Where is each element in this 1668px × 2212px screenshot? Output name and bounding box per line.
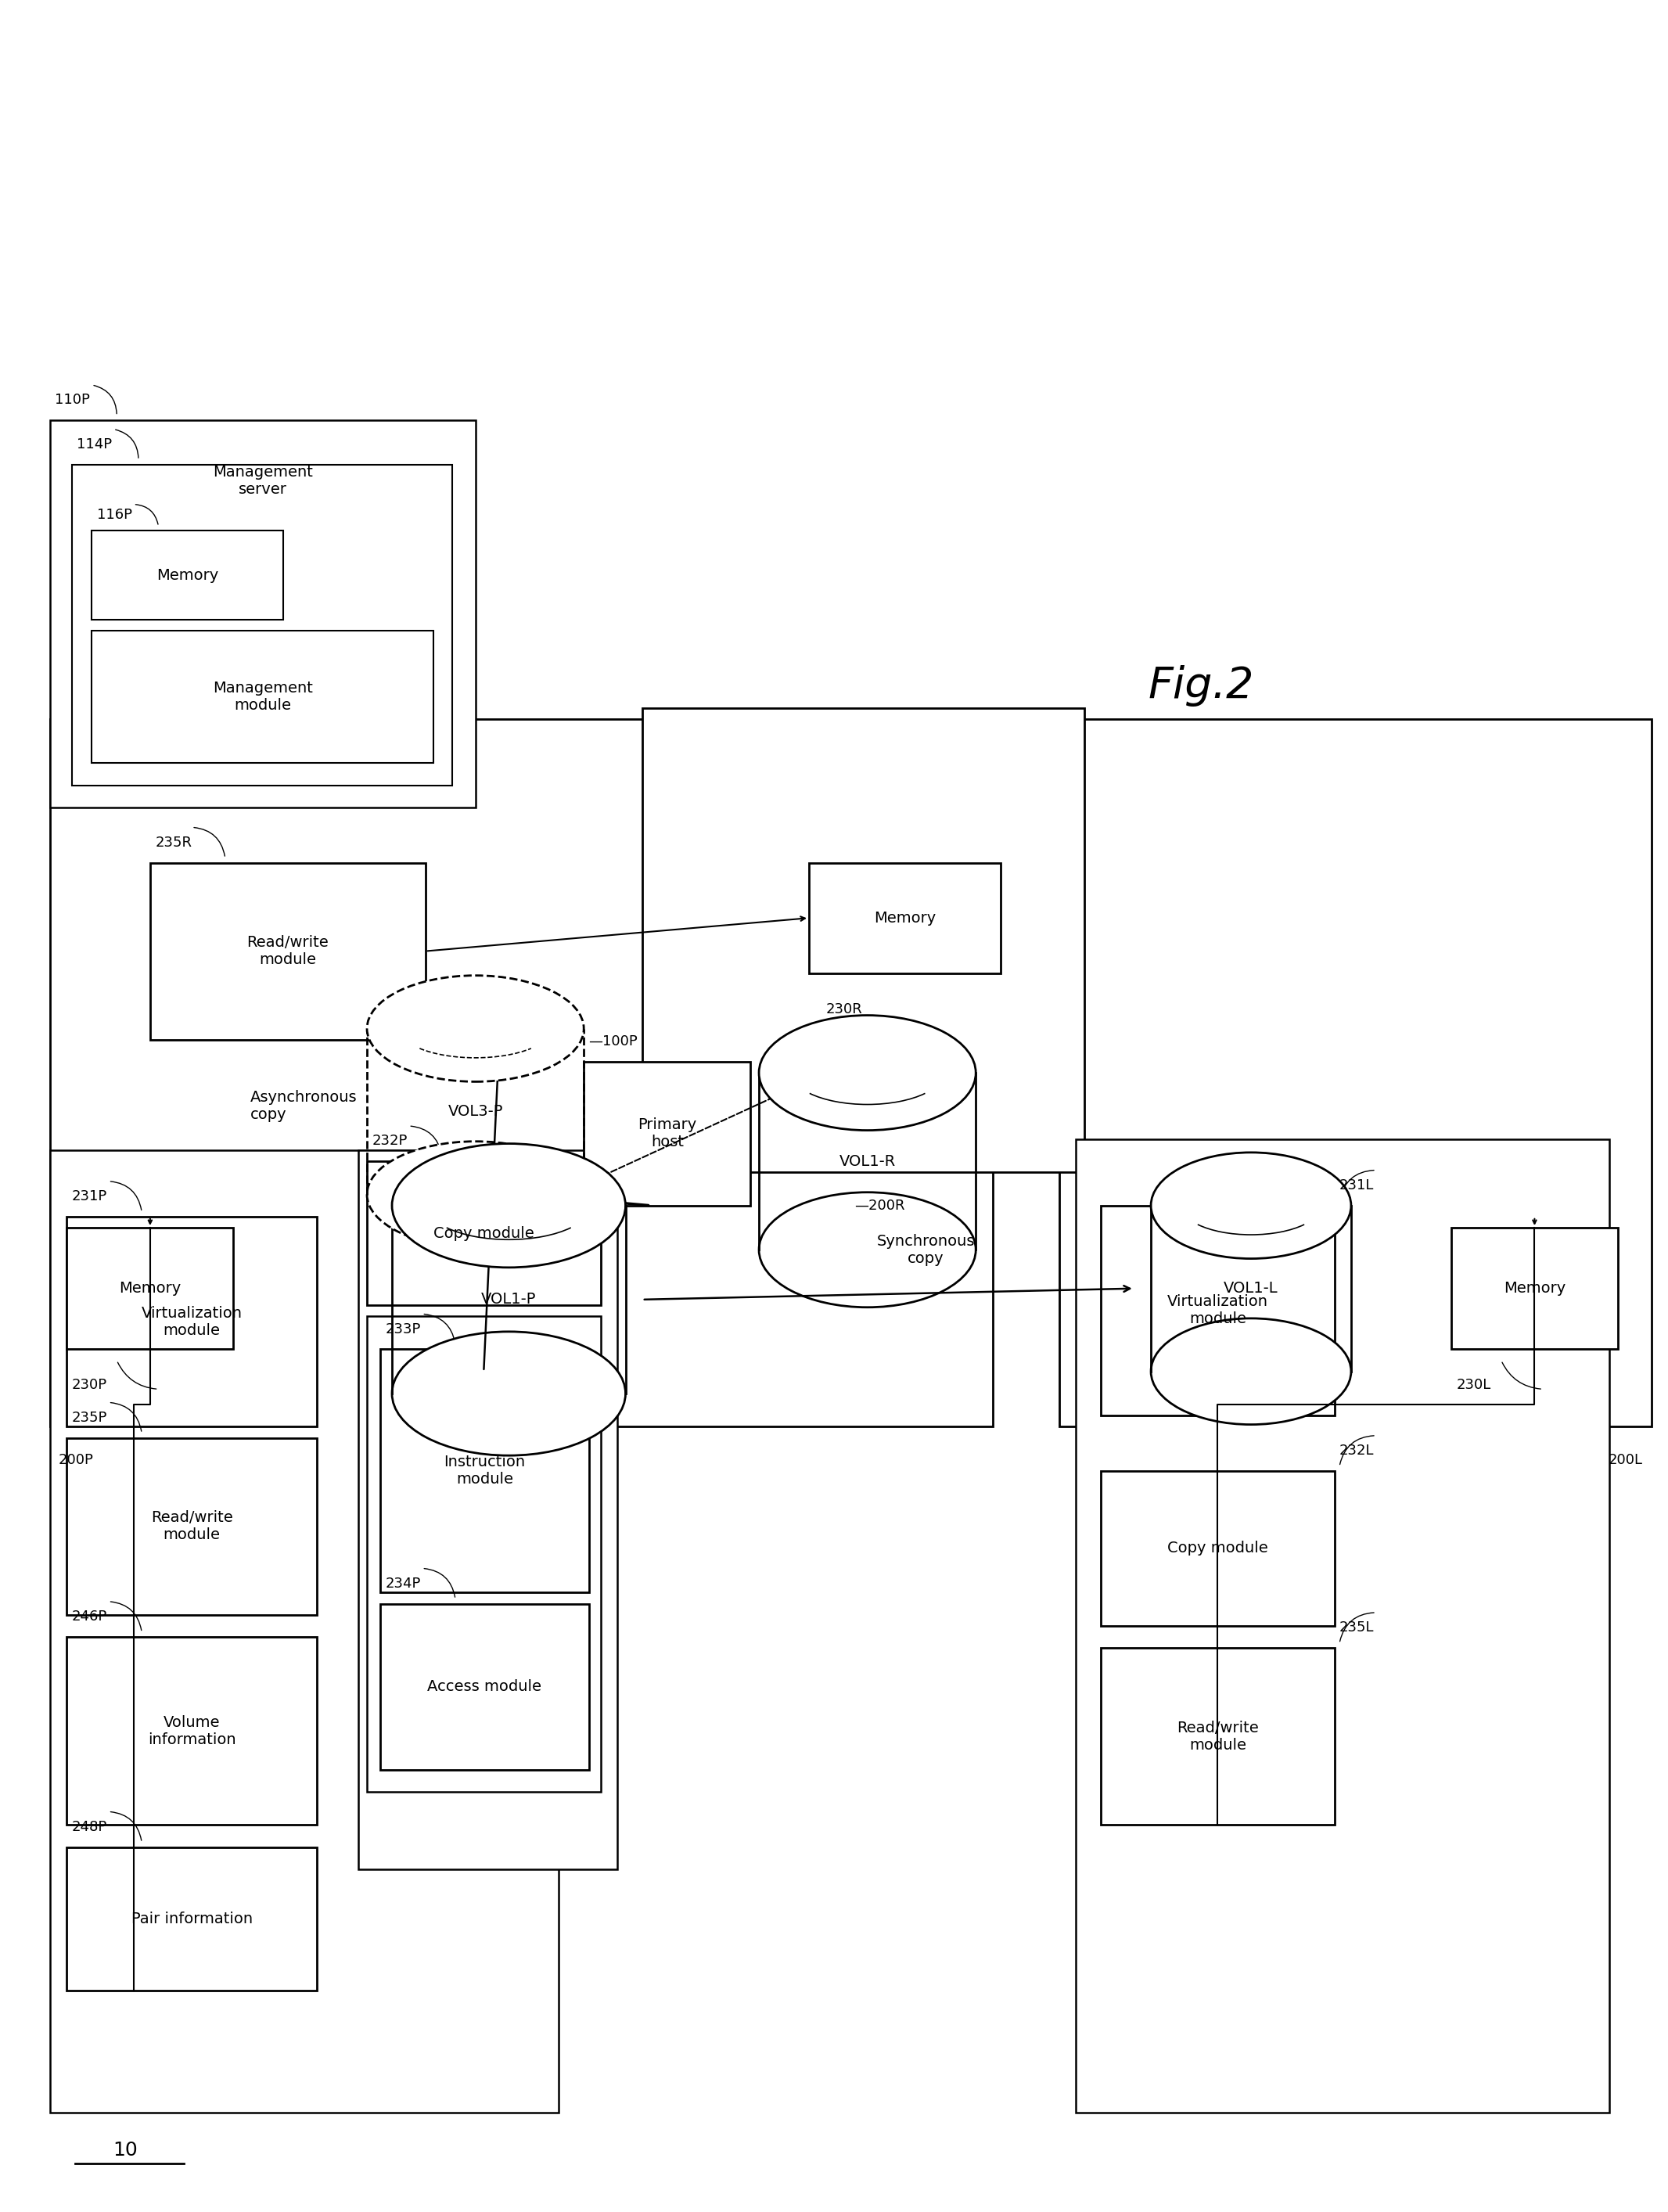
Text: Volume
information: Volume information xyxy=(148,1714,235,1747)
Text: Management
module: Management module xyxy=(214,681,312,712)
Bar xyxy=(67,1217,317,1427)
Text: 232P: 232P xyxy=(372,1135,407,1148)
Bar xyxy=(72,465,452,785)
Text: Primary
host: Primary host xyxy=(637,1117,697,1150)
Ellipse shape xyxy=(1151,1318,1351,1425)
Bar xyxy=(642,708,1084,1172)
Bar xyxy=(67,1847,317,1991)
Bar xyxy=(67,1228,234,1349)
Text: VOL1-R: VOL1-R xyxy=(839,1155,896,1168)
Ellipse shape xyxy=(367,1141,584,1248)
Bar xyxy=(367,1161,600,1305)
Text: 231P: 231P xyxy=(72,1190,107,1203)
Ellipse shape xyxy=(1151,1152,1351,1259)
Bar xyxy=(809,863,1001,973)
Text: Synchronous
copy: Synchronous copy xyxy=(877,1234,974,1265)
Text: Copy module: Copy module xyxy=(1168,1542,1268,1555)
Text: 230R: 230R xyxy=(826,1002,862,1015)
Ellipse shape xyxy=(759,1015,976,1130)
Text: Virtualization
module: Virtualization module xyxy=(142,1305,242,1338)
Bar xyxy=(1059,719,1651,1427)
Text: 200P: 200P xyxy=(58,1453,93,1467)
Bar xyxy=(67,1438,317,1615)
Text: 248P: 248P xyxy=(72,1820,107,1834)
Text: VOL3-P: VOL3-P xyxy=(447,1104,504,1119)
Text: 230L: 230L xyxy=(1456,1378,1491,1391)
Text: Read/write
module: Read/write module xyxy=(247,936,329,967)
Bar xyxy=(1101,1206,1334,1416)
Bar xyxy=(367,1316,600,1792)
Text: 110P: 110P xyxy=(55,394,90,407)
Text: 116P: 116P xyxy=(97,509,132,522)
Text: Fig.2: Fig.2 xyxy=(1148,666,1254,706)
Text: 114P: 114P xyxy=(77,438,112,451)
Text: 246P: 246P xyxy=(72,1610,107,1624)
Bar xyxy=(50,420,475,807)
Text: —100P: —100P xyxy=(589,1035,637,1048)
Bar xyxy=(92,630,434,763)
Bar xyxy=(380,1349,589,1593)
Text: 10: 10 xyxy=(113,2141,137,2159)
Bar xyxy=(1451,1228,1618,1349)
Text: Asynchronous
copy: Asynchronous copy xyxy=(250,1091,357,1121)
Text: Read/write
module: Read/write module xyxy=(150,1511,234,1542)
Text: 235L: 235L xyxy=(1339,1621,1374,1635)
Bar xyxy=(1076,1139,1610,2112)
Text: 200L: 200L xyxy=(1608,1453,1643,1467)
Ellipse shape xyxy=(392,1332,626,1455)
Bar xyxy=(359,1150,617,1869)
Text: 235P: 235P xyxy=(72,1411,107,1425)
Text: Copy module: Copy module xyxy=(434,1225,534,1241)
Text: Read/write
module: Read/write module xyxy=(1176,1721,1259,1752)
Ellipse shape xyxy=(392,1144,626,1267)
Bar xyxy=(92,531,284,619)
Bar xyxy=(1101,1648,1334,1825)
Text: Virtualization
module: Virtualization module xyxy=(1168,1294,1268,1327)
Text: Management
server: Management server xyxy=(214,465,312,498)
Bar xyxy=(50,719,992,1427)
Ellipse shape xyxy=(367,975,584,1082)
Bar xyxy=(1101,1471,1334,1626)
Bar xyxy=(584,1062,751,1206)
Text: 230P: 230P xyxy=(72,1378,107,1391)
Bar xyxy=(67,1637,317,1825)
Text: Memory: Memory xyxy=(118,1281,182,1296)
Text: Memory: Memory xyxy=(1503,1281,1566,1296)
Text: 234P: 234P xyxy=(385,1577,420,1590)
Text: —200R: —200R xyxy=(854,1199,906,1212)
Text: Instruction
module: Instruction module xyxy=(444,1455,525,1486)
Text: Memory: Memory xyxy=(157,568,219,582)
Text: 231L: 231L xyxy=(1339,1179,1374,1192)
Bar xyxy=(150,863,425,1040)
Text: Memory: Memory xyxy=(874,911,936,925)
Text: VOL1-P: VOL1-P xyxy=(480,1292,537,1307)
Text: VOL1-L: VOL1-L xyxy=(1224,1281,1278,1296)
Bar xyxy=(50,1150,559,2112)
Text: 235R: 235R xyxy=(155,836,192,849)
Text: Access module: Access module xyxy=(427,1679,542,1694)
Text: 233P: 233P xyxy=(385,1323,420,1336)
Text: 232L: 232L xyxy=(1339,1444,1374,1458)
Ellipse shape xyxy=(759,1192,976,1307)
Bar xyxy=(380,1604,589,1770)
Text: Pair information: Pair information xyxy=(132,1911,252,1927)
